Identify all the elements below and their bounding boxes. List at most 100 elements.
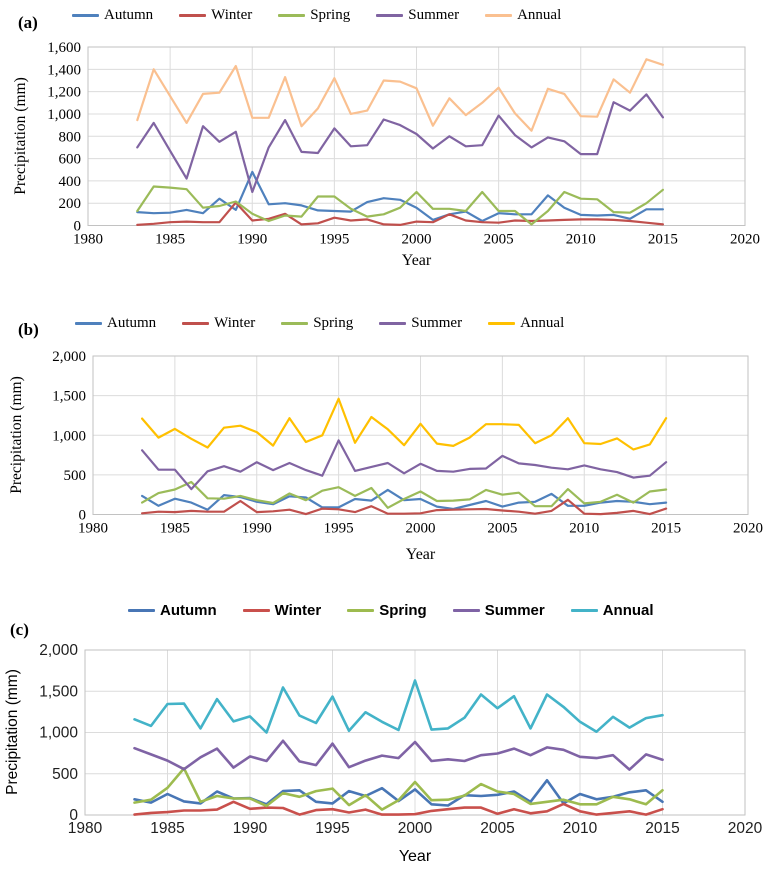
legend-swatch-winter — [179, 14, 207, 17]
legend-label-spring: Spring — [379, 602, 427, 619]
chart-a-plot: 1980 1985 1990 1995 2000 2005 2010 2015 2020 0 200… — [47, 40, 760, 248]
legend-swatch-summer — [379, 322, 407, 325]
y-tick-label: 1,000 — [47, 107, 81, 123]
x-tick-label: 2000 — [398, 820, 433, 837]
legend-swatch-autumn — [128, 609, 155, 612]
series-line-spring — [133, 767, 664, 811]
series-line-autumn — [133, 779, 664, 807]
legend-label-spring: Spring — [310, 7, 351, 23]
series-line-annual — [136, 58, 665, 132]
x-tick-label: 2020 — [733, 521, 763, 537]
x-tick-label: 1980 — [68, 820, 103, 837]
legend-swatch-spring — [281, 322, 309, 325]
x-tick-label: 2010 — [569, 521, 599, 537]
x-tick-label: 2005 — [487, 521, 517, 537]
plot-border — [87, 46, 746, 226]
legend-swatch-winter — [242, 609, 270, 612]
y-tick-label: 500 — [52, 766, 78, 783]
x-tick-label: 1980 — [73, 232, 103, 248]
y-tick-label: 0 — [79, 508, 87, 524]
x-tick-label: 2015 — [651, 521, 681, 537]
legend-label-autumn: Autumn — [104, 7, 154, 23]
gridlines — [87, 46, 746, 226]
legend-label-winter: Winter — [274, 602, 322, 619]
x-tick-label: 1990 — [233, 820, 268, 837]
series-line-winter — [136, 201, 665, 226]
x-tick-label: 2015 — [648, 232, 678, 248]
legend-item-summer: Summer — [376, 7, 459, 24]
legend-item-annual: Annual — [485, 7, 561, 24]
legend-label-winter: Winter — [211, 7, 253, 23]
x-tick-label: 2005 — [480, 820, 514, 837]
legend-item-autumn: Autumn — [72, 7, 153, 24]
chart-b-legend: Autumn Winter Spring Summer Annual — [75, 315, 564, 332]
x-tick-label: 2000 — [402, 232, 432, 248]
legend-swatch-autumn — [75, 322, 102, 325]
chart-a-legend: Autumn Winter Spring Summer Annual — [72, 7, 561, 24]
legend-swatch-autumn — [72, 14, 99, 17]
legend-swatch-summer — [376, 14, 404, 17]
x-tick-label: 1995 — [315, 820, 349, 837]
legend-swatch-annual — [485, 14, 513, 17]
x-tick-label: 1995 — [324, 521, 354, 537]
chart-c-plot: 1980 1985 1990 1995 2000 2005 2010 2015 2020 0 500… — [39, 642, 763, 837]
series-line-summer — [136, 93, 665, 194]
x-tick-label: 1985 — [160, 521, 190, 537]
x-tick-label: 1985 — [150, 820, 184, 837]
x-tick-label: 2005 — [484, 232, 514, 248]
y-tick-label: 1,600 — [47, 40, 81, 56]
legend-label-spring: Spring — [313, 315, 354, 331]
panel-label-a: (a) — [18, 13, 38, 32]
legend-label-winter: Winter — [214, 315, 256, 331]
legend-item-winter: Winter — [179, 7, 252, 24]
legend-label-autumn: Autumn — [107, 315, 157, 331]
x-tick-label: 2020 — [728, 820, 763, 837]
chart-c-legend: Autumn Winter Spring Summer Annual — [128, 602, 654, 619]
x-tick-label: 1990 — [242, 521, 272, 537]
legend-item-spring: Spring — [278, 7, 350, 24]
series-line-autumn — [136, 170, 665, 223]
x-tick-label: 2000 — [406, 521, 436, 537]
y-tick-label: 1,400 — [47, 62, 81, 78]
legend-label-summer: Summer — [408, 7, 460, 23]
x-tick-label: 1980 — [78, 521, 108, 537]
y-tick-label: 0 — [69, 807, 78, 824]
y-tick-label: 200 — [59, 196, 82, 212]
legend-item-winter: Winter — [182, 315, 255, 332]
y-tick-label: 1,500 — [52, 389, 86, 405]
y-tick-label: 1,000 — [52, 428, 86, 444]
x-tick-label: 1990 — [237, 232, 267, 248]
series-line-annual — [141, 397, 668, 451]
chart-b-plot: 1980 1985 1990 1995 2000 2005 2010 2015 2020 0 500… — [52, 349, 763, 537]
y-tick-label: 500 — [64, 468, 87, 484]
legend-label-annual: Annual — [520, 315, 565, 331]
legend-item-summer: Summer — [379, 315, 462, 332]
y-tick-label: 1,200 — [47, 85, 81, 101]
legend-swatch-spring — [347, 609, 375, 612]
plot-border — [92, 355, 749, 515]
x-tick-label: 2015 — [645, 820, 679, 837]
legend-item-autumn: Autumn — [128, 602, 217, 619]
x-axis-title-c: Year — [398, 848, 432, 865]
series-line-summer — [133, 739, 664, 771]
y-tick-label: 600 — [59, 152, 82, 168]
legend-item-spring: Spring — [281, 315, 353, 332]
y-tick-label: 2,000 — [52, 349, 86, 365]
x-tick-label: 1995 — [319, 232, 349, 248]
legend-label-autumn: Autumn — [160, 602, 217, 619]
y-tick-label: 800 — [59, 129, 82, 145]
y-tick-label: 1,500 — [39, 683, 78, 700]
legend-swatch-annual — [570, 609, 598, 612]
y-tick-label: 400 — [59, 174, 82, 190]
legend-swatch-annual — [488, 322, 516, 325]
panel-label-b: (b) — [18, 320, 39, 339]
series-line-winter — [141, 498, 668, 516]
legend-item-annual: Annual — [570, 602, 654, 619]
x-tick-label: 2010 — [566, 232, 596, 248]
legend-swatch-winter — [182, 322, 210, 325]
x-tick-label: 2010 — [563, 820, 598, 837]
legend-label-annual: Annual — [517, 7, 562, 23]
legend-item-summer: Summer — [452, 602, 545, 619]
y-tick-label: 0 — [74, 219, 82, 235]
series-line-spring — [136, 185, 665, 226]
